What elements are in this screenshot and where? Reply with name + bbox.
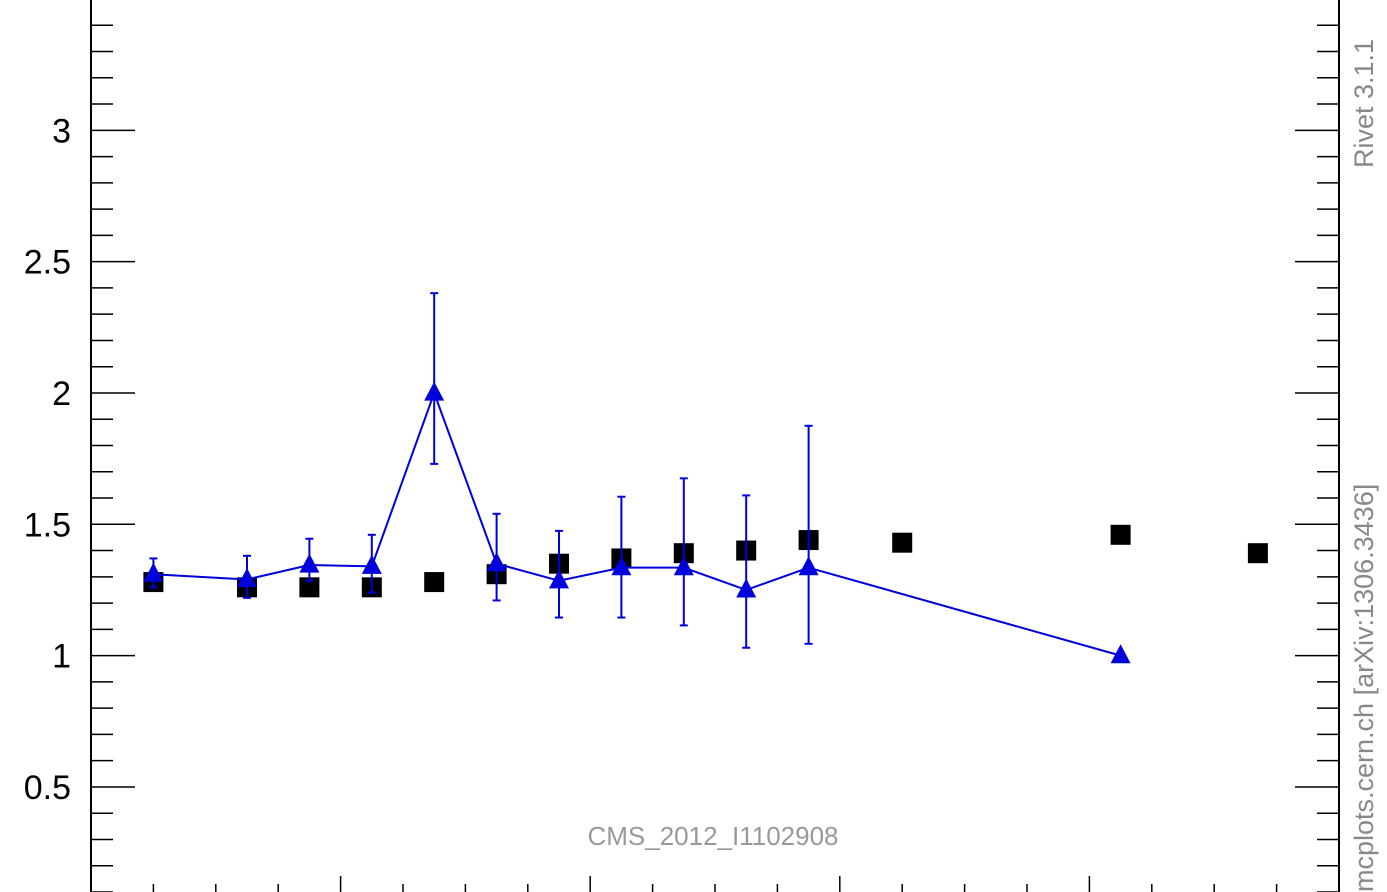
- data-point-triangle: [673, 556, 694, 576]
- y-axis: 0.5 1 1.5 2 2.5 3: [24, 24, 1339, 892]
- y-tick-label: 0.5: [24, 769, 71, 807]
- data-point-square: [892, 532, 913, 553]
- y-tick-label: 3: [52, 112, 71, 150]
- series-line: [153, 390, 1121, 657]
- data-point-triangle: [798, 556, 819, 576]
- series-triangle: [143, 292, 1131, 664]
- y-tick-label: 1: [52, 638, 71, 676]
- data-point-triangle: [143, 562, 164, 582]
- data-point-triangle: [237, 568, 257, 588]
- data-point-square: [424, 572, 445, 593]
- data-point-triangle: [361, 554, 382, 574]
- data-point-triangle: [736, 578, 757, 598]
- mcplots-label: mcplots.cern.ch [arXiv:1306.3436]: [1349, 484, 1379, 892]
- data-point-square: [1247, 543, 1268, 564]
- data-point-square: [1110, 524, 1131, 545]
- data-point-triangle: [1110, 644, 1131, 664]
- data-point-square: [299, 577, 320, 598]
- data-point-triangle: [299, 553, 320, 573]
- data-point-triangle: [424, 381, 445, 401]
- x-axis: [90, 876, 1340, 892]
- plot-frame: [90, 0, 1340, 892]
- y-tick-label: 2.5: [24, 244, 71, 282]
- rivet-version-label: Rivet 3.1.1: [1349, 39, 1379, 168]
- data-point-triangle: [486, 552, 507, 572]
- data-point-triangle: [611, 556, 632, 576]
- y-tick-label: 1.5: [24, 506, 71, 544]
- y-tick-label: 2: [52, 375, 71, 413]
- data-series: [143, 292, 1268, 664]
- analysis-label: CMS_2012_I1102908: [587, 821, 838, 851]
- data-point-triangle: [549, 569, 569, 589]
